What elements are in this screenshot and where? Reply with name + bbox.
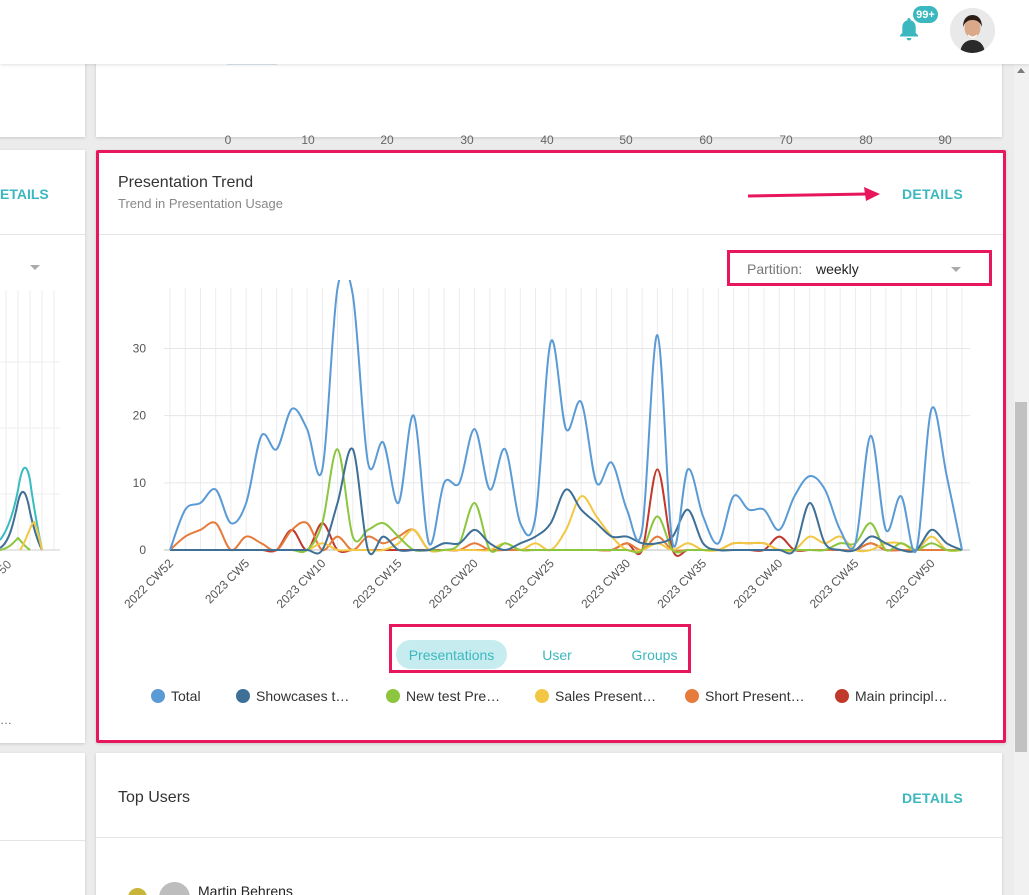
x-tick-label: 90 [938,133,952,147]
partition-select[interactable]: Partition: weekly [727,250,992,286]
user-name[interactable]: Martin Behrens [198,883,293,895]
arrow-annotation-icon [747,187,880,201]
legend-item-showcases[interactable]: Showcases t… [236,688,349,704]
notification-badge[interactable]: 99+ [911,4,940,25]
legend-item-main[interactable]: Main principl… [835,688,948,704]
y-tick-label: 30 [133,341,147,355]
legend-label: Sales Present… [555,688,657,704]
y-tick-label: 0 [139,543,146,557]
x-tick-label: 0 [224,133,232,147]
legend-dot-icon [236,689,250,703]
left-card-bottom [0,753,85,895]
legend-dot-icon [835,689,849,703]
tab-groups[interactable]: Groups [631,646,678,663]
legend-dot-icon [685,689,699,703]
scrollbar-thumb[interactable] [1015,402,1027,752]
details-button[interactable]: DETAILS [902,186,963,202]
left-chart-fragment [0,290,60,551]
card-subtitle: Trend in Presentation Usage [118,196,284,211]
x-tick-label: 20 [380,133,394,147]
presentation-trend-chart: 0 10 20 30 2022 CW52 2023 CW5 2023 CW10 2023 CW… [121,280,970,611]
avatar-portrait-icon [950,8,995,53]
y-tick-label: 20 [133,409,147,423]
legend-dot-icon [535,689,549,703]
legend-label: Showcases t… [256,688,350,704]
tab-group: Presentations User Groups [389,624,691,673]
x-tick-label: 2023 CW20 [426,556,481,611]
details-button[interactable]: DETAILS [902,790,963,806]
top-chart-card: 0 10 20 30 40 50 60 70 80 90 [96,50,1002,147]
legend-label: Total [171,688,201,704]
x-tick-label: 2023 CW15 [350,556,405,611]
top-chart-bar [227,63,277,65]
rank-badge [128,888,147,895]
legend-label: Main principl… [855,688,948,704]
legend-dot-icon [386,689,400,703]
x-tick-label: 2023 CW40 [731,556,786,611]
x-tick-label: 10 [301,133,315,147]
chevron-down-icon[interactable] [951,267,961,272]
bell-icon[interactable] [897,16,921,42]
card-title: Presentation Trend [118,174,254,191]
series-line-showcases-t [170,447,963,556]
card-header-divider [99,234,1003,235]
divider [0,234,85,235]
avatar [159,882,190,895]
left-ellipsis: … [0,713,12,727]
legend-dot-icon [151,689,165,703]
series-line-total [169,280,963,554]
divider [0,840,85,841]
x-tick-label: 2023 CW10 [274,556,329,611]
x-tick-label: 2022 CW52 [121,556,176,611]
legend-item-new-test[interactable]: New test Pre… [386,688,500,704]
scroll-up-arrow-icon[interactable] [1017,68,1025,73]
x-tick-label: 2023 CW50 [883,556,938,611]
partition-label: Partition: [747,261,803,277]
top-bar: 99+ [0,0,1029,64]
x-tick-label: 2023 CW25 [502,556,557,611]
legend-label: Short Present… [705,688,805,704]
series-line-new-test-pre [170,448,963,554]
x-tick-label: 30 [460,133,474,147]
left-details-button[interactable]: ETAILS [0,186,49,202]
legend-item-total[interactable]: Total [151,688,201,704]
x-tick-label: 2023 CW45 [807,556,862,611]
x-tick-label: 80 [859,133,873,147]
card-title: Top Users [118,789,191,806]
x-tick-label: 2023 CW30 [578,556,633,611]
top-users-card [96,753,1002,895]
legend-label: New test Pre… [406,688,501,704]
tab-user[interactable]: User [542,646,572,663]
legend-item-sales[interactable]: Sales Present… [535,688,656,704]
card-header-divider [96,837,1002,838]
user-avatar[interactable] [950,8,995,53]
chevron-down-icon[interactable] [30,265,40,270]
y-tick-label: 10 [133,476,147,490]
x-tick-label: 70 [779,133,793,147]
x-tick-label: 60 [699,133,713,147]
x-tick-label: 2023 CW35 [654,556,709,611]
x-tick-label: 40 [540,133,554,147]
tab-presentations[interactable]: Presentations [396,640,507,669]
left-card-chart: … [0,150,85,743]
left-card-top [0,50,85,137]
x-tick-label: 2023 CW5 [202,556,252,606]
x-tick-label: 50 [619,133,633,147]
legend-item-short[interactable]: Short Present… [685,688,805,704]
partition-value[interactable]: weekly [816,261,859,277]
